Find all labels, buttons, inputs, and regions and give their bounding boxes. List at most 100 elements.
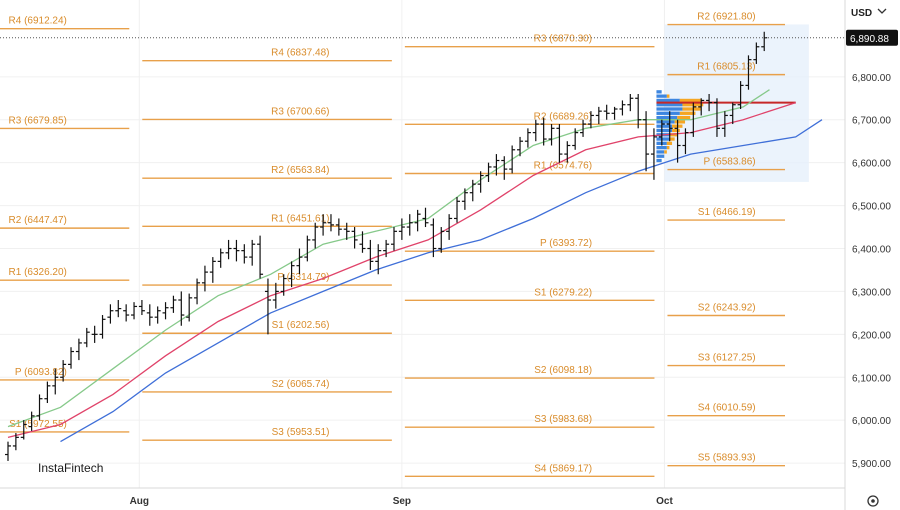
ohlc-bar: [406, 214, 413, 236]
ohlc-bar: [335, 218, 342, 236]
ohlc-bar: [446, 214, 453, 240]
ohlc-bar: [477, 171, 484, 193]
ohlc-bar: [706, 93, 713, 112]
y-tick-label: 6,200.00: [852, 330, 891, 341]
pivot-label-r3: R3 (6700.66): [271, 106, 329, 117]
volume-bar-blue: [656, 90, 662, 94]
volume-bar-blue: [656, 145, 667, 150]
ohlc-bar: [619, 100, 626, 116]
currency-label: USD: [851, 8, 872, 19]
gear-icon: [867, 495, 879, 507]
ohlc-bar: [272, 282, 279, 309]
ohlc-bar: [304, 235, 311, 262]
currency-selector[interactable]: USD: [851, 8, 887, 19]
pivot-label-s1: S1 (5972.55): [9, 419, 67, 430]
ohlc-bar: [20, 420, 27, 440]
pivot-label-s2: S2 (6065.74): [272, 379, 330, 390]
ohlc-bar: [170, 295, 177, 313]
ohlc-bar: [359, 231, 366, 253]
ohlc-bar: [587, 111, 594, 129]
pivot-label-r1: R1 (6574.76): [534, 160, 592, 171]
ohlc-bar: [91, 325, 98, 343]
y-tick-label: 6,100.00: [852, 373, 891, 384]
ohlc-bar: [666, 111, 673, 142]
pivot-label-s2: S2 (6243.92): [698, 302, 756, 313]
ohlc-bar: [674, 119, 681, 163]
ohlc-bar: [327, 214, 334, 232]
y-tick-label: 5,900.00: [852, 459, 891, 470]
pivot-levels: R4 (6912.24) R3 (6679.85) R2 (6447.47) R1 (…: [0, 12, 785, 478]
ohlc-bar: [99, 315, 106, 339]
time-axis[interactable]: JulAugSepOctNov: [0, 496, 900, 507]
ma_fast-line: [7, 89, 770, 428]
ohlc-bar: [414, 209, 421, 232]
volume-bar-blue: [656, 128, 673, 133]
ohlc-bar: [737, 81, 744, 110]
pivot-label-s3: S3 (6127.25): [698, 353, 756, 364]
ohlc-bar: [264, 278, 271, 335]
ohlc-bar: [83, 327, 90, 348]
pivot-label-r3: R3 (6870.30): [534, 34, 592, 45]
ohlc-bar: [390, 227, 397, 251]
volume-bar-orange: [682, 107, 701, 111]
ohlc-bar: [68, 347, 75, 369]
ohlc-bar: [572, 128, 579, 150]
ohlc-bar: [635, 93, 642, 129]
ohlc-bar: [540, 117, 547, 146]
pivot-label-p: P (6093.82): [15, 367, 67, 378]
chevron-down-icon: [877, 8, 887, 14]
ohlc-bar: [430, 218, 437, 258]
ohlc-bar: [548, 124, 555, 146]
ohlc-bar: [611, 106, 618, 120]
ohlc-bar: [383, 239, 390, 258]
volume-bar-orange: [666, 145, 670, 150]
ohlc-bar: [367, 239, 374, 270]
ohlc-bar: [241, 244, 248, 264]
y-tick-label: 6,400.00: [852, 245, 891, 256]
pivot-label-s3: S3 (5953.51): [272, 427, 330, 438]
ohlc-bar: [123, 304, 130, 322]
volume-bar-orange: [664, 150, 667, 154]
pivot-label-r1: R1 (6451.61): [271, 213, 329, 224]
volume-bar-orange: [672, 128, 680, 133]
ohlc-bar: [650, 128, 657, 180]
ohlc-bar: [690, 102, 697, 137]
volume-bar-orange: [679, 98, 701, 103]
y-tick-label: 6,600.00: [852, 159, 891, 170]
ohlc-bar: [532, 119, 539, 142]
volume-bar-blue: [656, 150, 665, 154]
pivot-label-r2: R2 (6921.80): [697, 12, 755, 23]
ohlc-bar: [422, 207, 429, 228]
ohlc-bar: [146, 304, 153, 326]
instafintech-watermark: InstaFintech: [38, 461, 103, 475]
volume-bar-blue: [656, 120, 675, 124]
pivot-label-s4: S4 (6010.59): [698, 403, 756, 414]
last-price-value: 6,890.88: [850, 34, 889, 45]
ohlc-bar: [595, 106, 602, 125]
volume-bar-blue: [656, 124, 673, 128]
volume-bar-blue: [656, 115, 678, 120]
ohlc-bar: [115, 300, 122, 318]
ohlc-bar: [501, 156, 508, 180]
ohlc-bar: [556, 124, 563, 163]
ohlc-bar: [201, 265, 208, 292]
ohlc-bar: [682, 128, 689, 155]
ohlc-bar: [131, 302, 138, 320]
volume-bar-blue: [656, 107, 683, 111]
pivot-label-p: P (6393.72): [540, 238, 592, 249]
ohlc-bar: [75, 338, 82, 361]
volume-bar-orange: [666, 141, 673, 145]
volume-bar-orange: [666, 94, 670, 98]
ohlc-bar: [194, 278, 201, 305]
ohlc-bar: [209, 257, 216, 283]
ohlc-bar: [658, 119, 665, 146]
ohlc-bar: [138, 300, 145, 316]
ohlc-bar: [564, 141, 571, 163]
pivot-label-r2: R2 (6689.26): [534, 111, 592, 122]
price-axis[interactable]: 5,900.00 6,000.00 6,100.00 6,200.00 6,300.00…: [0, 29, 898, 470]
pivot-label-s2: S2 (6098.18): [534, 365, 592, 376]
settings-button[interactable]: [867, 495, 879, 507]
ohlc-bar: [603, 104, 610, 120]
